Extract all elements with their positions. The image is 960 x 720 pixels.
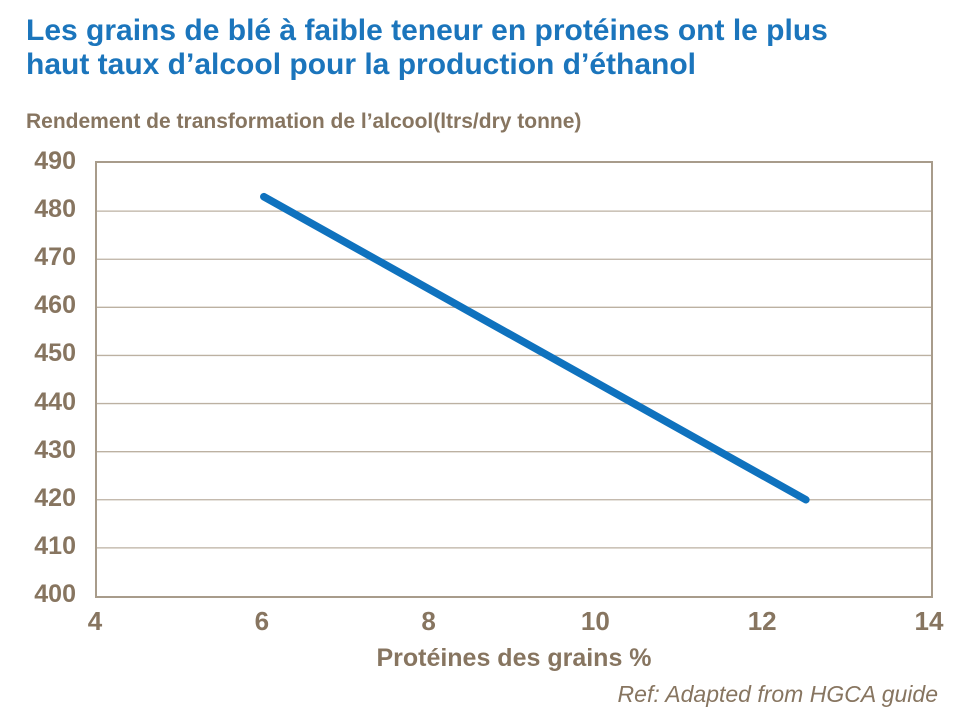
y-tick-label: 420 (34, 483, 76, 512)
y-axis-title: Rendement de transformation de l’alcool(… (26, 110, 582, 133)
x-tick-label: 14 (914, 606, 944, 636)
x-tick-label: 6 (254, 606, 270, 636)
y-tick-label: 440 (34, 387, 76, 416)
y-tick-label: 480 (34, 195, 76, 224)
x-axis-title: Protéines des grains % (376, 644, 652, 672)
chart-title: Les grains de blé à faible teneur en pro… (26, 14, 936, 81)
x-tick-label: 12 (747, 606, 777, 636)
plot-area (95, 161, 933, 598)
x-tick-label: 10 (580, 606, 610, 636)
reference-note: Ref: Adapted from HGCA guide (617, 681, 938, 707)
line-chart (97, 192, 931, 549)
chart-title-line2: haut taux d’alcool pour la production d’… (26, 47, 697, 81)
y-tick-label: 490 (34, 147, 76, 175)
y-tick-label: 450 (34, 339, 76, 368)
y-tick-label: 400 (34, 580, 76, 608)
x-tick-label: 8 (421, 606, 436, 636)
data-line (260, 192, 810, 504)
y-tick-label: 460 (34, 291, 76, 320)
y-tick-label: 430 (34, 435, 76, 464)
chart-title-line1: Les grains de blé à faible teneur en pro… (26, 14, 828, 47)
y-tick-label: 470 (34, 243, 76, 272)
y-tick-label: 410 (34, 531, 76, 560)
x-tick-label: 4 (87, 606, 103, 636)
